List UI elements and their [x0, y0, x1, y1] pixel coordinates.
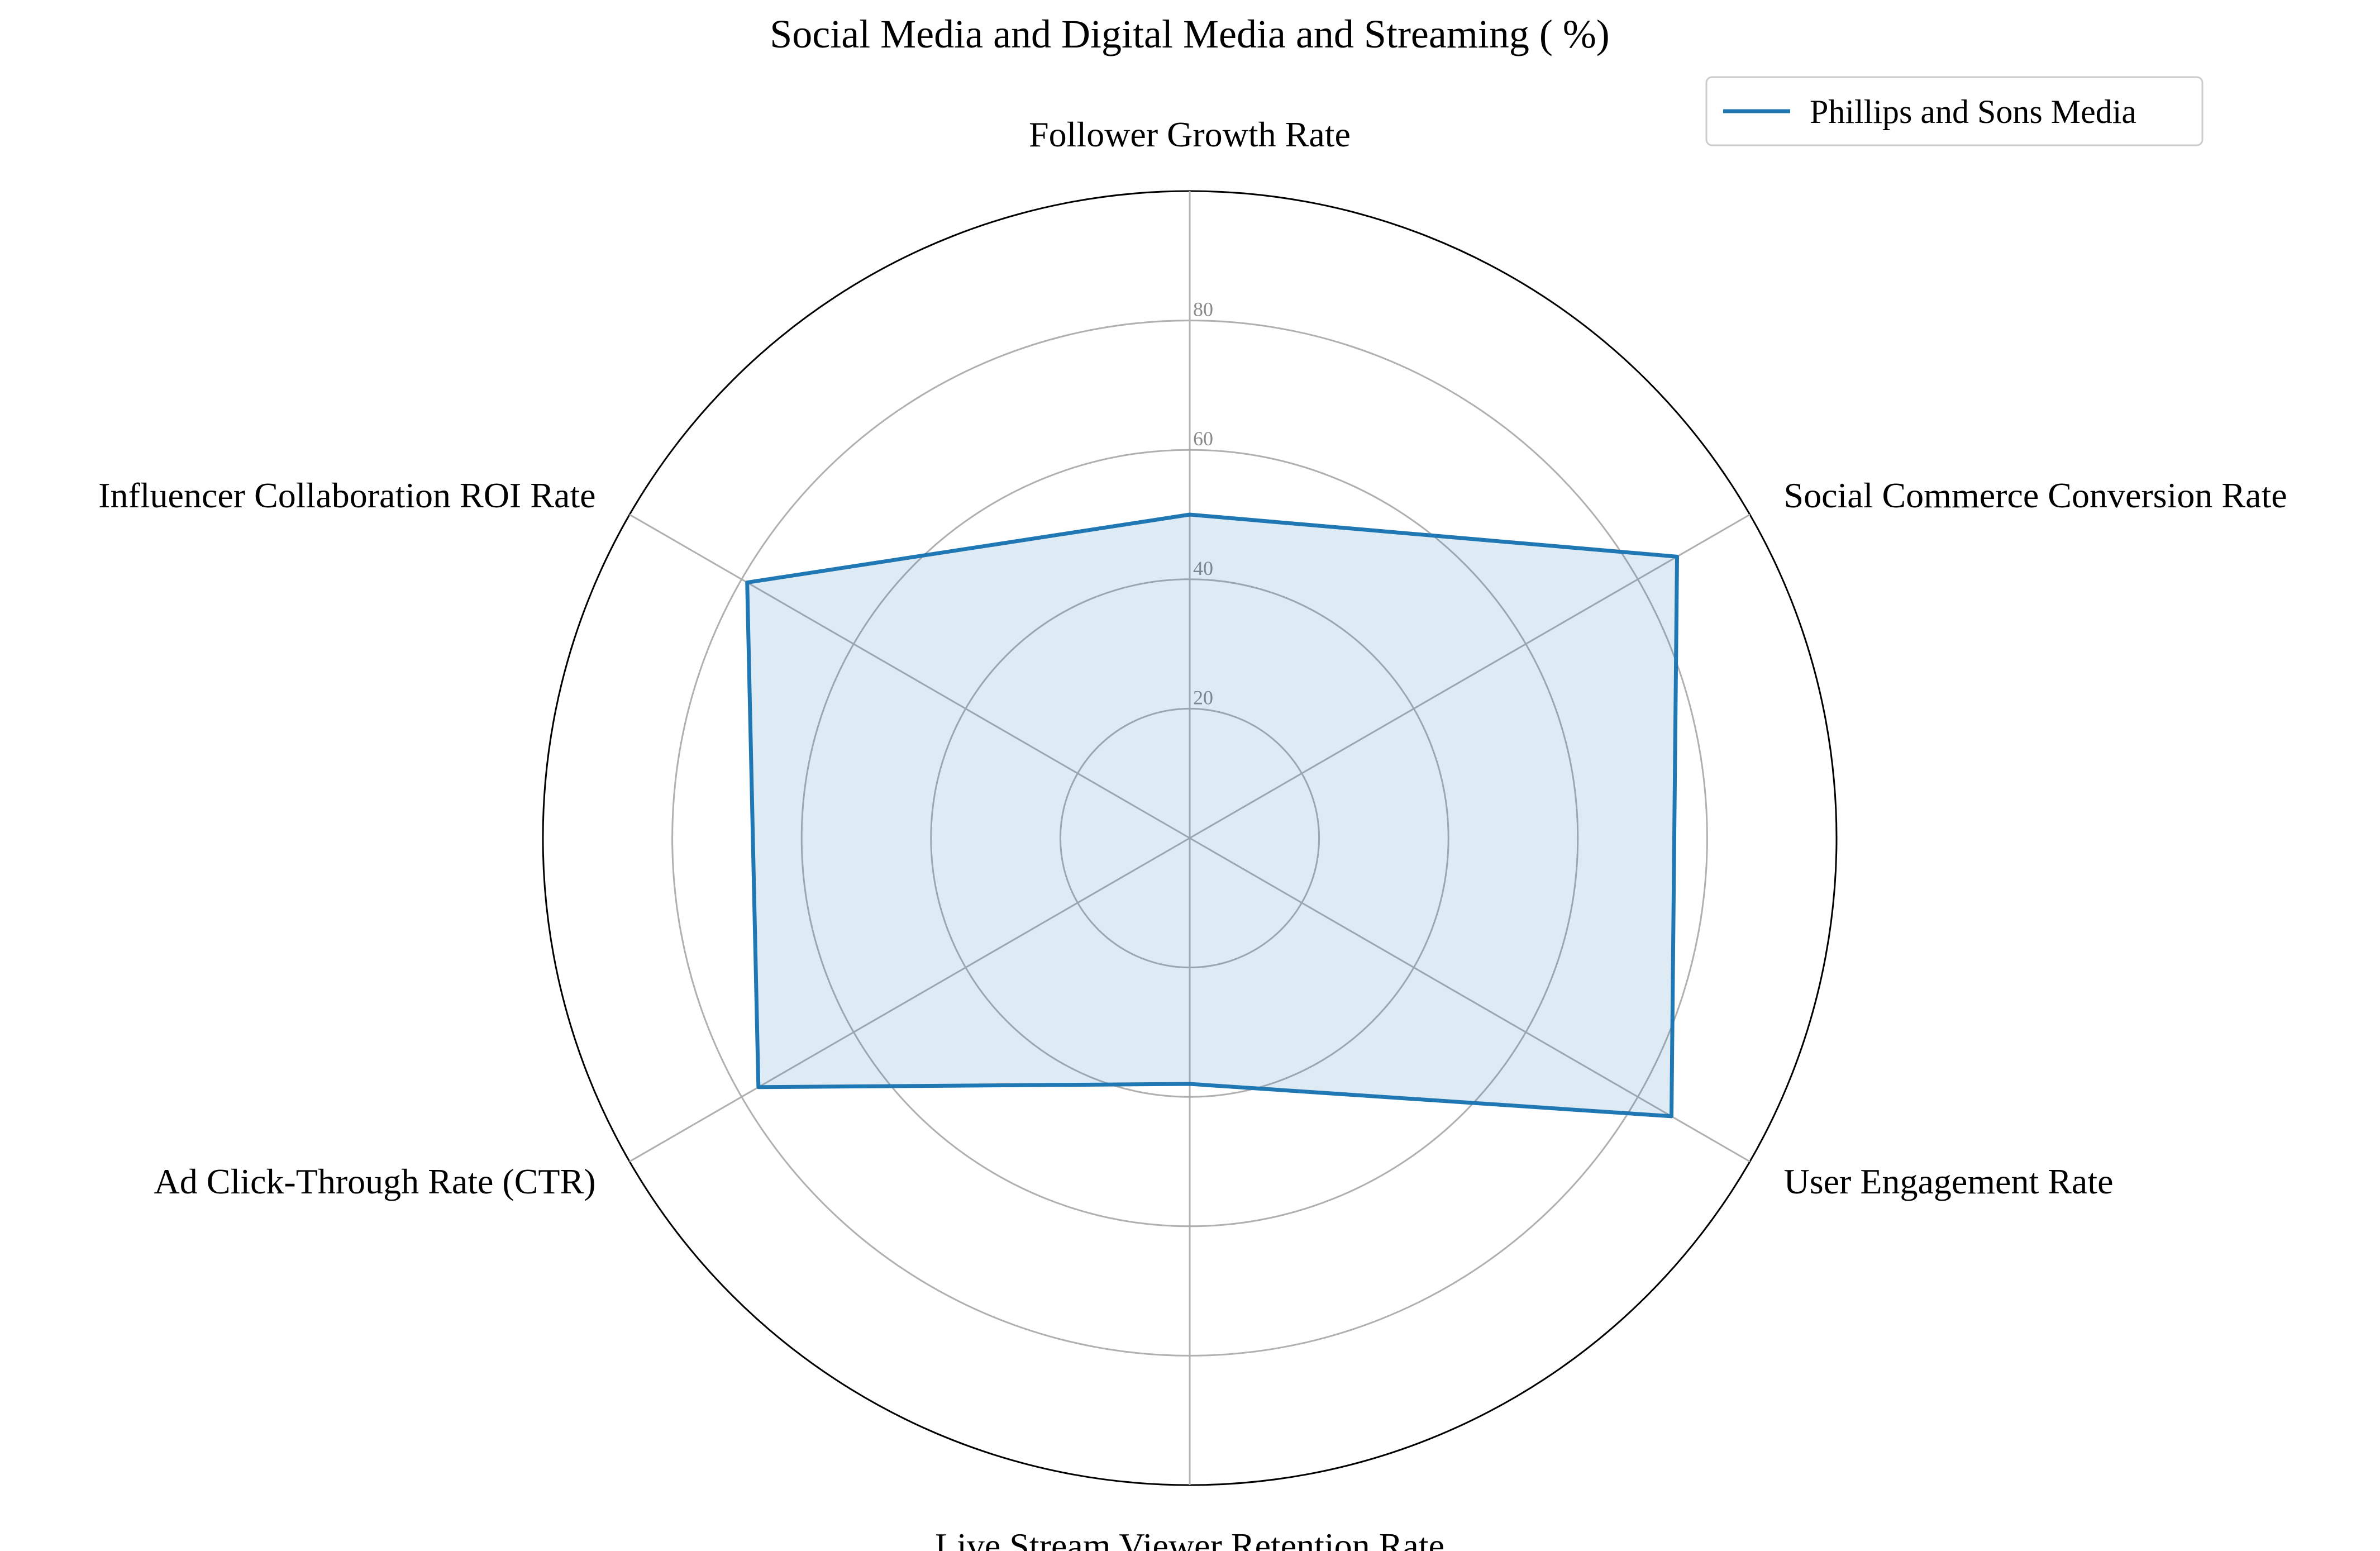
legend-label-phillips-and-sons-media: Phillips and Sons Media [1810, 93, 2136, 130]
tick-label-60: 60 [1193, 427, 1213, 450]
axis-label-1: Follower Growth Rate [1029, 115, 1351, 154]
axis-labels: Follower Growth Rate Social Commerce Conv… [98, 115, 2287, 1551]
axis-label-4: Live Stream Viewer Retention Rate [935, 1526, 1444, 1551]
spoke-6 [629, 513, 1190, 839]
spoke-5 [629, 837, 1190, 1163]
axis-label-5: Ad Click-Through Rate (CTR) [154, 1162, 596, 1201]
tick-label-40: 40 [1193, 557, 1213, 579]
radial-tick-labels: 20 40 60 80 [1193, 298, 1213, 709]
series-layer [745, 512, 1679, 1119]
data-point-0-1 [1676, 555, 1678, 558]
data-point-0-0 [1189, 513, 1191, 516]
tick-label-20: 20 [1193, 686, 1213, 708]
data-point-0-2 [1670, 1115, 1673, 1117]
spoke-2 [1189, 513, 1751, 839]
data-point-0-5 [746, 581, 748, 584]
radar-spokes [629, 191, 1751, 1485]
series-area-0 [747, 515, 1677, 1116]
tick-label-80: 80 [1193, 298, 1213, 321]
axis-label-6: Influencer Collaboration ROI Rate [98, 475, 595, 515]
legend-box [1705, 76, 2203, 146]
chart-title: Social Media and Digital Media and Strea… [770, 12, 1610, 56]
spoke-3 [1189, 837, 1751, 1163]
data-point-0-3 [1189, 1083, 1191, 1086]
legend: Phillips and Sons Media [1705, 76, 2203, 146]
data-point-0-4 [757, 1086, 760, 1088]
axis-label-3: User Engagement Rate [1784, 1162, 2114, 1201]
axis-label-2: Social Commerce Conversion Rate [1784, 475, 2287, 515]
